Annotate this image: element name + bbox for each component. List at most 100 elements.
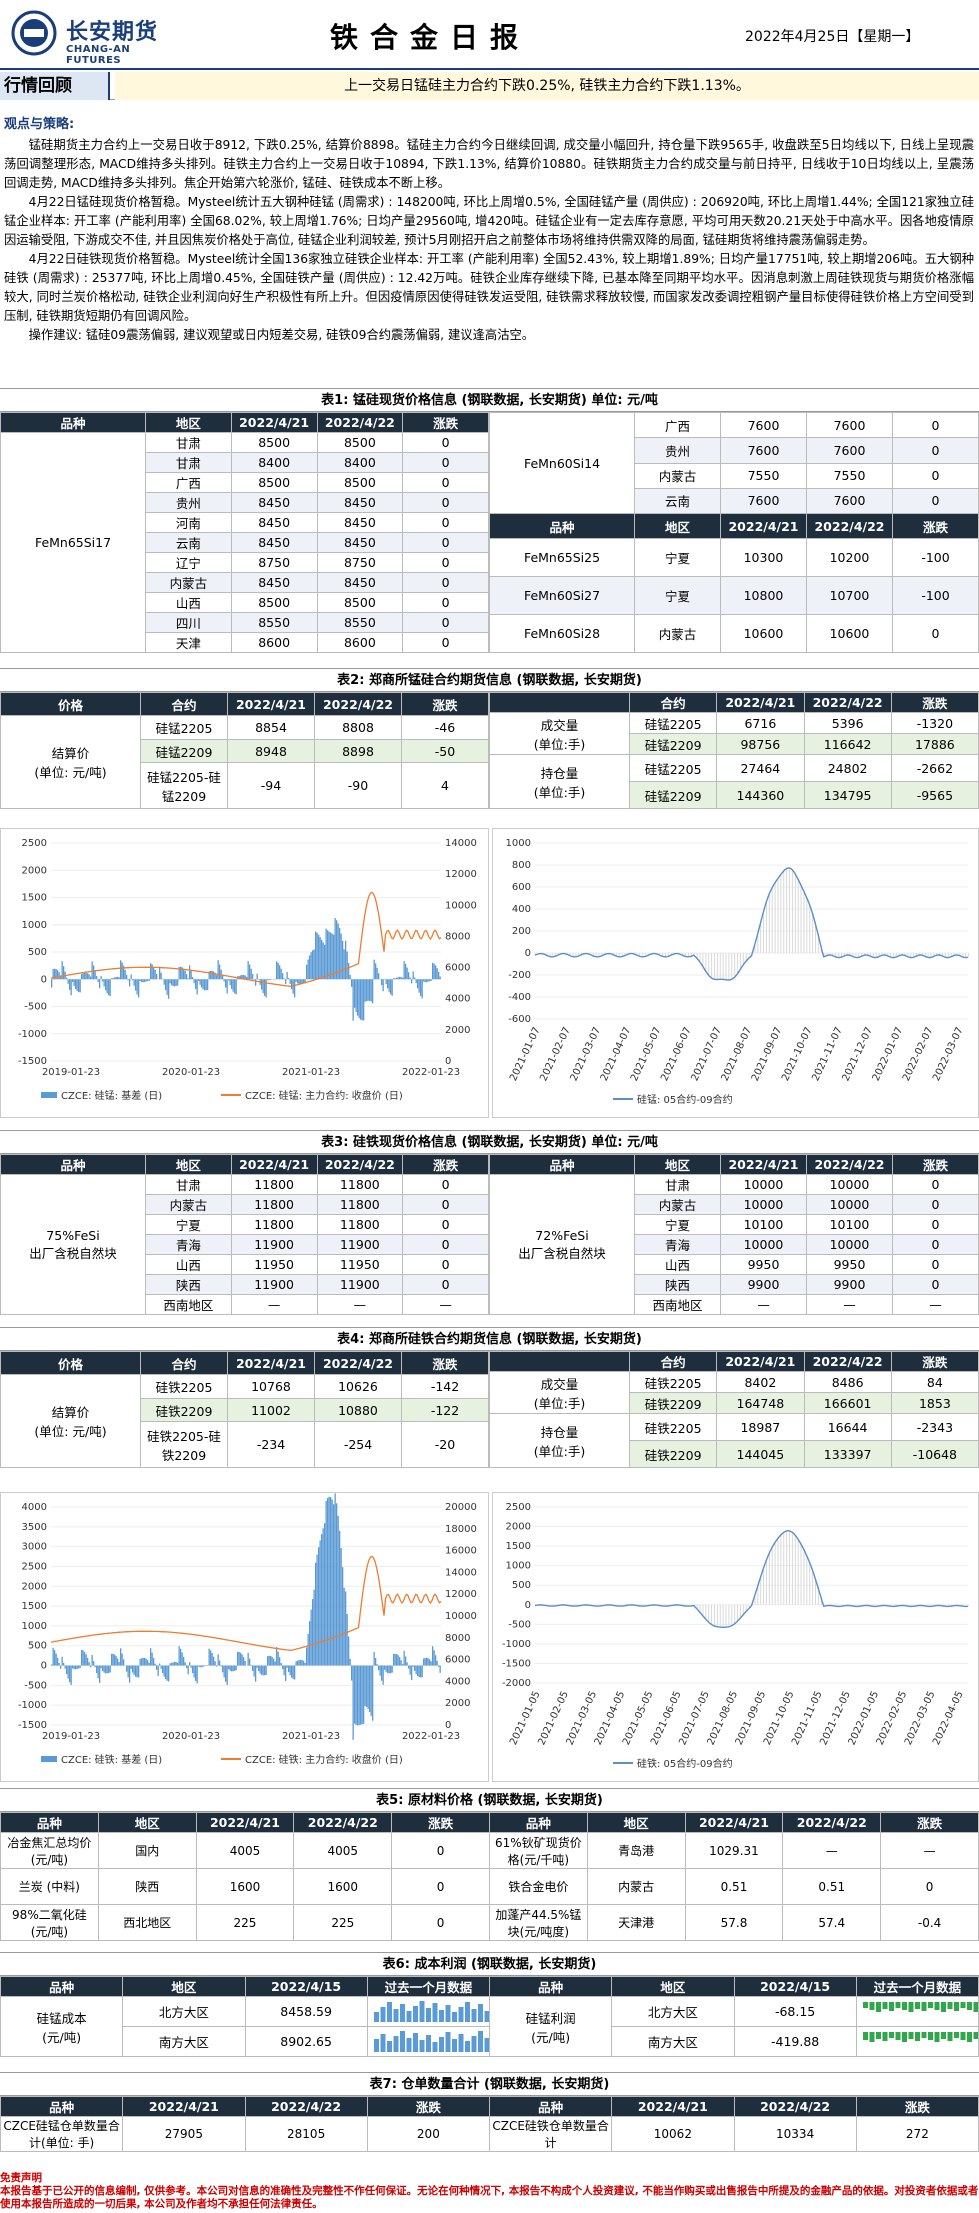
basis-bar xyxy=(241,974,243,980)
basis-bar xyxy=(429,979,431,982)
right-tick-label: 4000 xyxy=(445,994,470,1005)
basis-bar xyxy=(66,1665,68,1675)
settle-label-cell: 结算价 (单位: 元/吨) xyxy=(0,715,141,809)
table-cell: -94 xyxy=(227,762,315,809)
table-cell: -46 xyxy=(401,715,489,740)
spread-bar xyxy=(904,953,906,956)
basis-bar xyxy=(169,979,171,984)
metric-label-cell: 成交量 (单位:手) xyxy=(489,1371,630,1414)
basis-bar xyxy=(153,1657,155,1666)
legend-label: 硅锰: 05合约-09合约 xyxy=(637,1093,733,1106)
table-cell: 广西 xyxy=(634,411,721,439)
basis-bar xyxy=(324,944,326,980)
basis-bar xyxy=(346,951,348,980)
table-cell: 0 xyxy=(391,1868,490,1905)
basis-bar xyxy=(432,1646,434,1666)
basis-bar xyxy=(112,977,114,980)
basis-bar xyxy=(112,1653,114,1666)
th: 品种 xyxy=(0,2096,124,2117)
table-cell: 0 xyxy=(402,532,489,553)
table-cell: 0 xyxy=(892,437,979,464)
table-cell: 硅铁2209 xyxy=(628,1440,718,1468)
basis-bar xyxy=(316,932,318,980)
spread-bar xyxy=(913,1604,915,1607)
basis-bar xyxy=(432,962,434,980)
spread-line xyxy=(534,1530,969,1628)
basis-bar xyxy=(303,979,305,984)
basis-bar xyxy=(327,1498,329,1666)
basis-bar xyxy=(94,970,96,980)
table-cell: 8458.59 xyxy=(244,1996,368,2027)
spark-bar xyxy=(373,2039,379,2052)
spread-bar xyxy=(693,953,695,956)
table-cell: 11800 xyxy=(316,1174,404,1195)
settle-unit: (单位: 元/吨) xyxy=(34,765,107,781)
table-cell: 98756 xyxy=(716,733,805,755)
spread-bar xyxy=(944,1604,946,1607)
table-cell: 南方大区 xyxy=(611,2026,735,2057)
th: 涨跌 xyxy=(855,2096,979,2117)
basis-bar xyxy=(69,1665,71,1683)
basis-bar xyxy=(351,1665,353,1681)
spread-bar xyxy=(797,878,799,953)
basis-bar xyxy=(399,976,401,980)
basis-bar xyxy=(246,976,248,980)
basis-bar xyxy=(108,979,110,996)
spread-bar xyxy=(771,1548,773,1605)
basis-bar xyxy=(102,1665,104,1671)
basis-bar xyxy=(249,964,251,980)
spread-bar xyxy=(835,1604,837,1607)
spark-bar xyxy=(953,2002,959,2011)
table-cell: 11900 xyxy=(230,1234,318,1255)
table-cell: 11800 xyxy=(316,1194,404,1215)
spread-bar xyxy=(705,1604,707,1619)
spread-bar xyxy=(592,953,594,956)
spark-bar xyxy=(399,2031,405,2052)
spread-bar xyxy=(815,1577,817,1605)
basis-bar xyxy=(264,1665,266,1676)
table-row: 硅铁2209 144045 133397 -10648 xyxy=(490,1440,979,1468)
right-tick-label: 0 xyxy=(445,1720,451,1731)
left-tick-label: -500 xyxy=(24,1002,47,1013)
table-cell: -1320 xyxy=(890,712,979,734)
basis-bar xyxy=(204,1665,206,1667)
basis-bar xyxy=(198,979,200,981)
basis-bar xyxy=(406,1662,408,1666)
table-row: 广西 8500 8500 0 xyxy=(1,472,489,493)
basis-bar xyxy=(100,975,102,980)
table-cell: 0 xyxy=(402,1174,489,1195)
table-cell: 内蒙古 xyxy=(145,572,232,593)
spread-bar xyxy=(748,953,750,959)
spread-bar xyxy=(699,1604,701,1612)
table-cell: -419.88 xyxy=(733,2026,857,2057)
basis-bar xyxy=(219,1660,221,1666)
chart2-spread-silicomanganese: 1000 800 600 400 200 0 -200 -400 -600 2021-01-07 2… xyxy=(492,828,979,1118)
basis-bar xyxy=(109,979,111,997)
spread-bar xyxy=(690,953,692,957)
table-cell: 1029.31 xyxy=(684,1832,784,1869)
basis-bar xyxy=(361,979,363,1021)
basis-bar xyxy=(421,1665,423,1678)
table-row: 价格 合约 2022/4/21 2022/4/22 涨跌 xyxy=(0,691,489,717)
spread-bar xyxy=(930,1604,932,1607)
table-cell: 硅锰2205 xyxy=(628,712,718,734)
basis-bar xyxy=(333,934,335,980)
th: 2022/4/22 xyxy=(803,692,892,713)
basis-bar xyxy=(352,979,354,1021)
basis-bar xyxy=(69,979,71,990)
table-cell: 兰炭 (中料) xyxy=(0,1868,99,1905)
basis-bar xyxy=(51,979,53,988)
basis-bar xyxy=(433,963,435,980)
spread-bar xyxy=(546,953,548,956)
basis-bar xyxy=(63,1662,65,1666)
basis-bar xyxy=(310,952,312,980)
variety-sub: 出厂含税自然块 xyxy=(518,1245,606,1261)
table7-grid: 品种 2022/4/21 2022/4/22 涨跌 品种 2022/4/21 2022/4/… xyxy=(0,2096,979,2152)
basis-bar xyxy=(402,1664,404,1666)
right-tick-label: 2000 xyxy=(445,1698,470,1709)
basis-bar xyxy=(115,976,117,980)
spread-bar xyxy=(685,953,687,957)
basis-bar xyxy=(90,976,92,980)
basis-bar xyxy=(190,1665,192,1668)
basis-bar xyxy=(381,1665,383,1681)
